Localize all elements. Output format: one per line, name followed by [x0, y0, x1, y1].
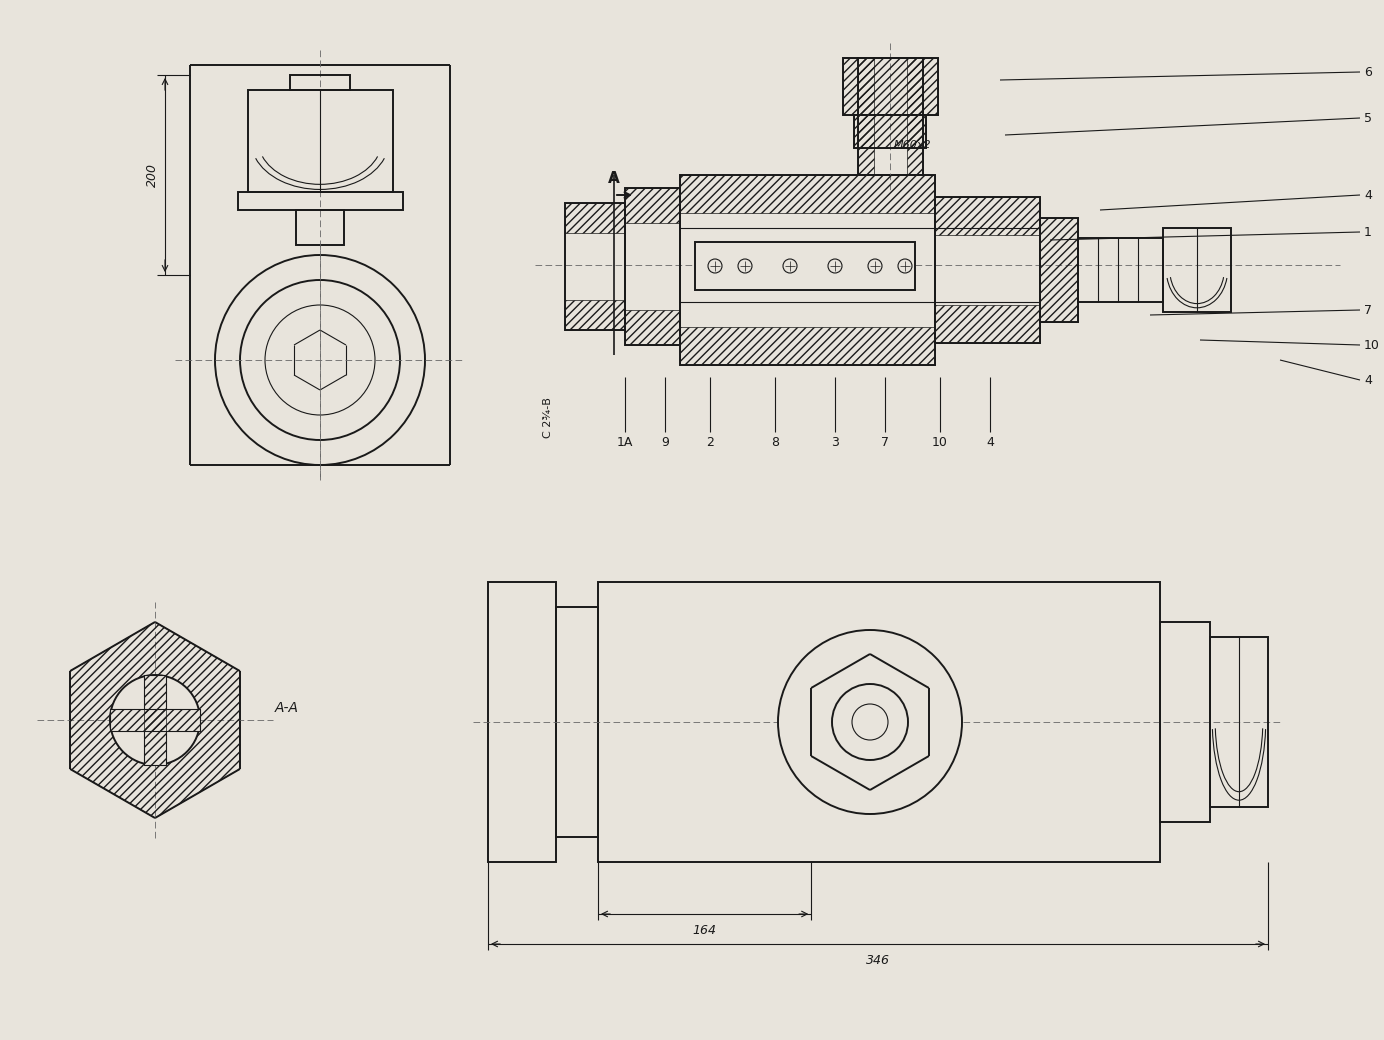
Text: 9: 9 — [662, 436, 668, 449]
Bar — [626, 188, 680, 345]
Bar — [565, 203, 626, 330]
Text: A: A — [608, 171, 620, 185]
Bar — [598, 582, 1160, 862]
Text: 10: 10 — [931, 436, 948, 449]
Bar — [238, 192, 403, 210]
Bar — [854, 115, 926, 148]
Text: 3: 3 — [830, 436, 839, 449]
Bar — [1039, 218, 1078, 322]
Bar — [291, 75, 350, 90]
Bar — [936, 197, 1039, 343]
Text: 4: 4 — [1365, 373, 1372, 387]
Text: M60x2: M60x2 — [894, 140, 931, 150]
Bar — [680, 175, 936, 365]
Bar — [248, 90, 393, 192]
Bar — [858, 58, 923, 175]
Bar — [144, 675, 166, 765]
Bar — [1078, 238, 1163, 302]
Bar — [489, 582, 556, 862]
Text: 346: 346 — [866, 954, 890, 967]
Bar — [843, 58, 937, 115]
Bar — [854, 115, 926, 148]
Bar — [1163, 228, 1230, 312]
Circle shape — [778, 630, 962, 814]
Text: 5: 5 — [1365, 111, 1372, 125]
Text: 164: 164 — [692, 924, 717, 937]
Text: 4: 4 — [1365, 188, 1372, 202]
Text: 7: 7 — [1365, 304, 1372, 316]
Text: 8: 8 — [771, 436, 779, 449]
Bar — [1160, 622, 1210, 822]
Text: С 2¾-В: С 2¾-В — [543, 397, 554, 439]
Text: 2: 2 — [706, 436, 714, 449]
Text: 7: 7 — [882, 436, 889, 449]
Bar — [1039, 218, 1078, 322]
Bar — [556, 607, 598, 837]
Bar — [1210, 636, 1268, 807]
Text: 10: 10 — [1365, 338, 1380, 352]
Bar — [144, 675, 166, 765]
Text: 4: 4 — [985, 436, 994, 449]
Text: 200: 200 — [145, 163, 159, 187]
Bar — [695, 242, 915, 290]
Text: 1A: 1A — [617, 436, 634, 449]
Bar — [843, 58, 937, 115]
Text: A-A: A-A — [275, 701, 299, 716]
Bar — [296, 210, 345, 245]
Text: 1: 1 — [1365, 226, 1372, 238]
Circle shape — [832, 684, 908, 760]
Bar — [109, 709, 201, 731]
Circle shape — [109, 675, 201, 765]
Text: 6: 6 — [1365, 66, 1372, 78]
Bar — [109, 709, 201, 731]
